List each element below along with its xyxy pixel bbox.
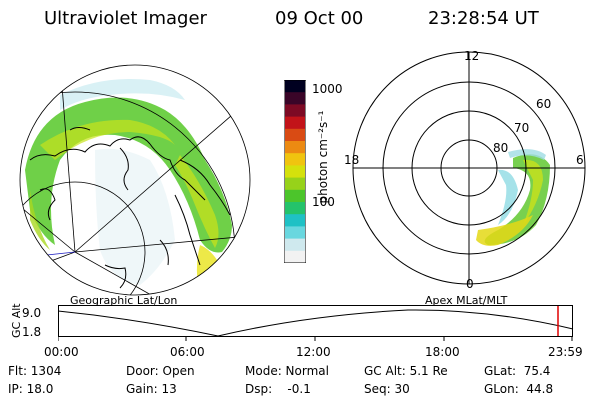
colorbar-band xyxy=(285,128,305,142)
colorbar-band xyxy=(285,165,305,179)
altitude-plot xyxy=(58,305,574,341)
status-glon: GLon: 44.8 xyxy=(484,382,554,396)
mlt-label-6: 6 xyxy=(576,153,584,167)
status-door: Door: Open xyxy=(126,364,195,378)
gc-alt-ymin: 1.8 xyxy=(22,325,42,339)
colorbar-band xyxy=(285,177,305,191)
status-flt: Flt: 1304 xyxy=(8,364,62,378)
lat-label-80: 80 xyxy=(493,141,508,155)
time-label: 23:28:54 UT xyxy=(428,8,539,29)
xtick-1200: 12:00 xyxy=(296,345,331,359)
colorbar-tick-1000: 1000 xyxy=(312,82,343,96)
xtick-1800: 18:00 xyxy=(425,345,460,359)
colorbar-band xyxy=(285,141,305,154)
gc-alt-ylabel: GC Alt xyxy=(10,303,23,338)
xtick-0600: 06:00 xyxy=(170,345,205,359)
status-ip: IP: 18.0 xyxy=(8,382,54,396)
status-seq: Seq: 30 xyxy=(364,382,410,396)
altitude-curve xyxy=(58,309,574,337)
colorbar-band xyxy=(285,250,305,264)
instrument-title: Ultraviolet Imager xyxy=(44,8,207,29)
xtick-0000: 00:00 xyxy=(44,345,79,359)
colorbar-band xyxy=(285,153,305,166)
xtick-2359: 23:59 xyxy=(548,345,583,359)
colorbar-band xyxy=(285,92,305,105)
status-glat: GLat: 75.4 xyxy=(484,364,551,378)
colorbar-band xyxy=(285,238,305,252)
colorbar-unit-label: photon cm⁻²s⁻¹ xyxy=(316,110,330,204)
apex-polar-plot: 12 18 6 0 60 70 80 xyxy=(344,49,586,291)
mlt-label-18: 18 xyxy=(344,153,359,167)
colorbar-band xyxy=(285,214,305,227)
status-gcalt: GC Alt: 5.1 Re xyxy=(364,364,448,378)
apex-label: Apex MLat/MLT xyxy=(425,294,508,307)
lat-label-70: 70 xyxy=(514,121,529,135)
colorbar-band xyxy=(285,80,305,93)
status-gain: Gain: 13 xyxy=(126,382,177,396)
status-mode: Mode: Normal xyxy=(245,364,329,378)
colorbar-band xyxy=(285,226,305,240)
colorbar-band xyxy=(285,104,305,118)
lat-label-60: 60 xyxy=(536,97,551,111)
geographic-label: Geographic Lat/Lon xyxy=(70,294,178,307)
aurora-oval xyxy=(476,149,550,246)
gc-alt-ymax: 9.0 xyxy=(22,306,42,320)
mlt-label-0: 0 xyxy=(466,277,474,291)
aurora-emission xyxy=(25,79,232,286)
status-dsp: Dsp: -0.1 xyxy=(245,382,311,396)
colorbar xyxy=(283,79,307,264)
geographic-map xyxy=(19,64,251,296)
colorbar-band xyxy=(285,116,305,130)
date-label: 09 Oct 00 xyxy=(275,8,364,29)
colorbar-band xyxy=(285,189,305,203)
colorbar-band xyxy=(285,202,305,215)
colorbar-tick-100: 100 xyxy=(312,195,335,209)
mlt-label-12: 12 xyxy=(464,49,479,63)
coastlines xyxy=(29,127,231,289)
